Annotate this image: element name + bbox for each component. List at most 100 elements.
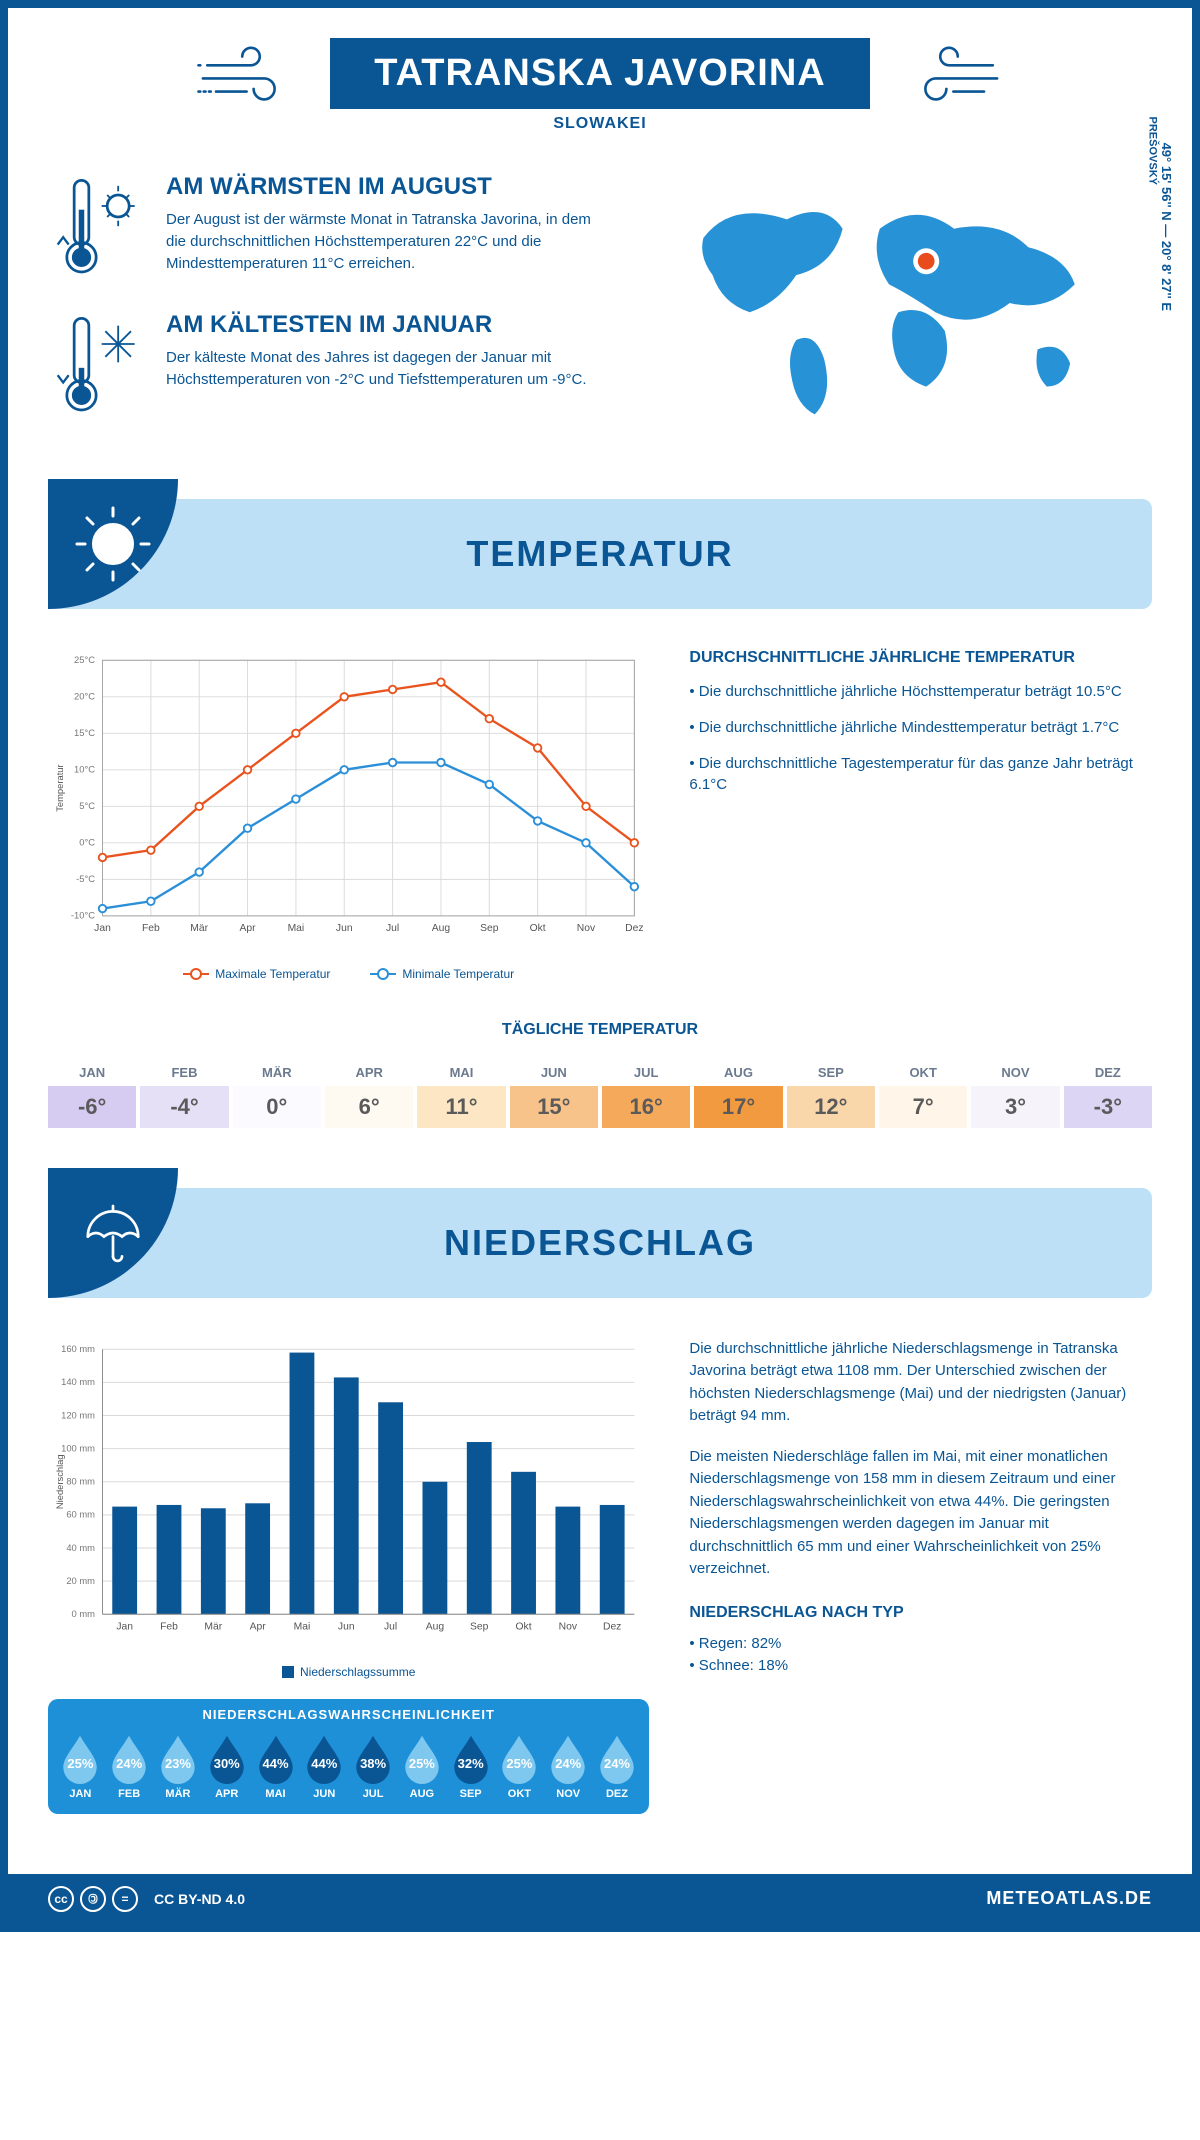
svg-text:0°C: 0°C bbox=[79, 837, 95, 848]
bytype-heading: NIEDERSCHLAG NACH TYP bbox=[689, 1601, 1152, 1625]
prob-drop: 24% NOV bbox=[546, 1732, 591, 1800]
svg-text:40 mm: 40 mm bbox=[66, 1542, 95, 1553]
temp-content: -10°C-5°C0°C5°C10°C15°C20°C25°CJanFebMär… bbox=[48, 649, 1152, 981]
footer: cc 🄯 = CC BY-ND 4.0 METEOATLAS.DE bbox=[8, 1874, 1192, 1924]
svg-text:Jan: Jan bbox=[116, 1621, 133, 1632]
svg-text:Sep: Sep bbox=[470, 1621, 489, 1632]
umbrella-icon bbox=[48, 1168, 178, 1298]
svg-text:20 mm: 20 mm bbox=[66, 1575, 95, 1586]
world-map-icon bbox=[645, 173, 1152, 433]
svg-text:Jan: Jan bbox=[94, 923, 111, 934]
svg-text:Jul: Jul bbox=[384, 1621, 397, 1632]
prob-drop: 23% MÄR bbox=[156, 1732, 201, 1800]
svg-text:Mai: Mai bbox=[288, 923, 305, 934]
temp-legend: .legend-line[style*="e8531e"]::after{bor… bbox=[48, 967, 649, 981]
region-label: PREŠOVSKÝ bbox=[1146, 117, 1158, 185]
precip-legend-label: Niederschlagssumme bbox=[300, 1665, 415, 1679]
svg-text:Feb: Feb bbox=[160, 1621, 178, 1632]
temp-bullet: • Die durchschnittliche jährliche Mindes… bbox=[689, 717, 1152, 739]
map-area: PREŠOVSKÝ 49° 15' 56'' N — 20° 8' 27'' E bbox=[645, 173, 1152, 449]
wind-icon bbox=[894, 39, 1004, 109]
temp-bullet: • Die durchschnittliche jährliche Höchst… bbox=[689, 681, 1152, 703]
prob-title: NIEDERSCHLAGSWAHRSCHEINLICHKEIT bbox=[48, 1707, 649, 1722]
svg-text:Niederschlag: Niederschlag bbox=[54, 1454, 65, 1509]
cold-text: Der kälteste Monat des Jahres ist dagege… bbox=[166, 347, 605, 391]
prob-drop: 24% DEZ bbox=[595, 1732, 640, 1800]
prob-drop: 24% FEB bbox=[107, 1732, 152, 1800]
daily-grid: JAN-6°FEB-4°MÄR0°APR6°MAI11°JUN15°JUL16°… bbox=[48, 1055, 1152, 1138]
daily-cell: DEZ-3° bbox=[1064, 1055, 1152, 1138]
temp-chart: -10°C-5°C0°C5°C10°C15°C20°C25°CJanFebMär… bbox=[48, 649, 649, 981]
svg-text:Temperatur: Temperatur bbox=[54, 764, 65, 811]
svg-text:60 mm: 60 mm bbox=[66, 1508, 95, 1519]
daily-cell: MÄR0° bbox=[233, 1055, 321, 1138]
svg-text:Jul: Jul bbox=[386, 923, 399, 934]
svg-text:Mär: Mär bbox=[190, 923, 208, 934]
svg-text:Feb: Feb bbox=[142, 923, 160, 934]
daily-cell: JUL16° bbox=[602, 1055, 690, 1138]
precip-title: NIEDERSCHLAG bbox=[178, 1222, 1152, 1264]
temp-title: TEMPERATUR bbox=[178, 533, 1152, 575]
coords-label: 49° 15' 56'' N — 20° 8' 27'' E bbox=[1159, 143, 1174, 311]
temp-side: DURCHSCHNITTLICHE JÄHRLICHE TEMPERATUR •… bbox=[689, 649, 1152, 981]
cold-fact: AM KÄLTESTEN IM JANUAR Der kälteste Mona… bbox=[48, 311, 605, 421]
prob-drop: 25% AUG bbox=[399, 1732, 444, 1800]
title: TATRANSKA JAVORINA bbox=[330, 38, 869, 109]
prob-drop: 38% JUL bbox=[351, 1732, 396, 1800]
legend-min: Minimale Temperatur bbox=[402, 967, 514, 981]
warm-fact: AM WÄRMSTEN IM AUGUST Der August ist der… bbox=[48, 173, 605, 283]
header: TATRANSKA JAVORINA bbox=[48, 38, 1152, 109]
intro: AM WÄRMSTEN IM AUGUST Der August ist der… bbox=[48, 173, 1152, 449]
daily-cell: FEB-4° bbox=[140, 1055, 228, 1138]
prob-drop: 30% APR bbox=[204, 1732, 249, 1800]
prob-drop: 25% OKT bbox=[497, 1732, 542, 1800]
precip-content: 0 mm20 mm40 mm60 mm80 mm100 mm120 mm140 … bbox=[48, 1338, 1152, 1814]
svg-text:Apr: Apr bbox=[240, 923, 257, 934]
svg-text:-5°C: -5°C bbox=[76, 873, 95, 884]
precip-text2: Die meisten Niederschläge fallen im Mai,… bbox=[689, 1446, 1152, 1581]
precip-section-bar: NIEDERSCHLAG bbox=[48, 1188, 1152, 1298]
svg-text:0 mm: 0 mm bbox=[72, 1608, 96, 1619]
svg-text:140 mm: 140 mm bbox=[61, 1376, 95, 1387]
page: TATRANSKA JAVORINA SLOWAKEI bbox=[0, 0, 1200, 1932]
precip-side: Die durchschnittliche jährliche Niedersc… bbox=[689, 1338, 1152, 1814]
daily-title: TÄGLICHE TEMPERATUR bbox=[48, 1021, 1152, 1039]
prob-drop: 44% JUN bbox=[302, 1732, 347, 1800]
svg-text:20°C: 20°C bbox=[74, 691, 95, 702]
bytype-item: • Schnee: 18% bbox=[689, 1655, 1152, 1678]
by-icon: 🄯 bbox=[80, 1886, 106, 1912]
svg-text:Okt: Okt bbox=[516, 1621, 532, 1632]
cc-icons: cc 🄯 = CC BY-ND 4.0 bbox=[48, 1886, 245, 1912]
daily-cell: NOV3° bbox=[971, 1055, 1059, 1138]
svg-text:Apr: Apr bbox=[250, 1621, 267, 1632]
svg-text:25°C: 25°C bbox=[74, 654, 95, 665]
temp-side-heading: DURCHSCHNITTLICHE JÄHRLICHE TEMPERATUR bbox=[689, 649, 1152, 667]
svg-text:Jun: Jun bbox=[338, 1621, 355, 1632]
temp-bullet: • Die durchschnittliche Tagestemperatur … bbox=[689, 753, 1152, 797]
country: SLOWAKEI bbox=[48, 115, 1152, 133]
svg-text:5°C: 5°C bbox=[79, 800, 95, 811]
thermo-cold-icon bbox=[48, 311, 148, 421]
svg-text:Aug: Aug bbox=[426, 1621, 445, 1632]
nd-icon: = bbox=[112, 1886, 138, 1912]
daily-cell: APR6° bbox=[325, 1055, 413, 1138]
svg-text:Dez: Dez bbox=[625, 923, 643, 934]
prob-drop: 32% SEP bbox=[448, 1732, 493, 1800]
daily-cell: OKT7° bbox=[879, 1055, 967, 1138]
svg-text:120 mm: 120 mm bbox=[61, 1409, 95, 1420]
prob-drop: 25% JAN bbox=[58, 1732, 103, 1800]
license-text: CC BY-ND 4.0 bbox=[154, 1891, 245, 1907]
svg-text:Jun: Jun bbox=[336, 923, 353, 934]
legend-max: Maximale Temperatur bbox=[215, 967, 330, 981]
svg-text:160 mm: 160 mm bbox=[61, 1343, 95, 1354]
svg-text:100 mm: 100 mm bbox=[61, 1442, 95, 1453]
daily-cell: JAN-6° bbox=[48, 1055, 136, 1138]
prob-drop: 44% MAI bbox=[253, 1732, 298, 1800]
precip-chart: 0 mm20 mm40 mm60 mm80 mm100 mm120 mm140 … bbox=[48, 1338, 649, 1814]
daily-cell: JUN15° bbox=[510, 1055, 598, 1138]
cold-heading: AM KÄLTESTEN IM JANUAR bbox=[166, 311, 605, 339]
precip-text1: Die durchschnittliche jährliche Niedersc… bbox=[689, 1338, 1152, 1428]
sun-icon bbox=[48, 479, 178, 609]
warm-heading: AM WÄRMSTEN IM AUGUST bbox=[166, 173, 605, 201]
svg-text:-10°C: -10°C bbox=[71, 910, 95, 921]
